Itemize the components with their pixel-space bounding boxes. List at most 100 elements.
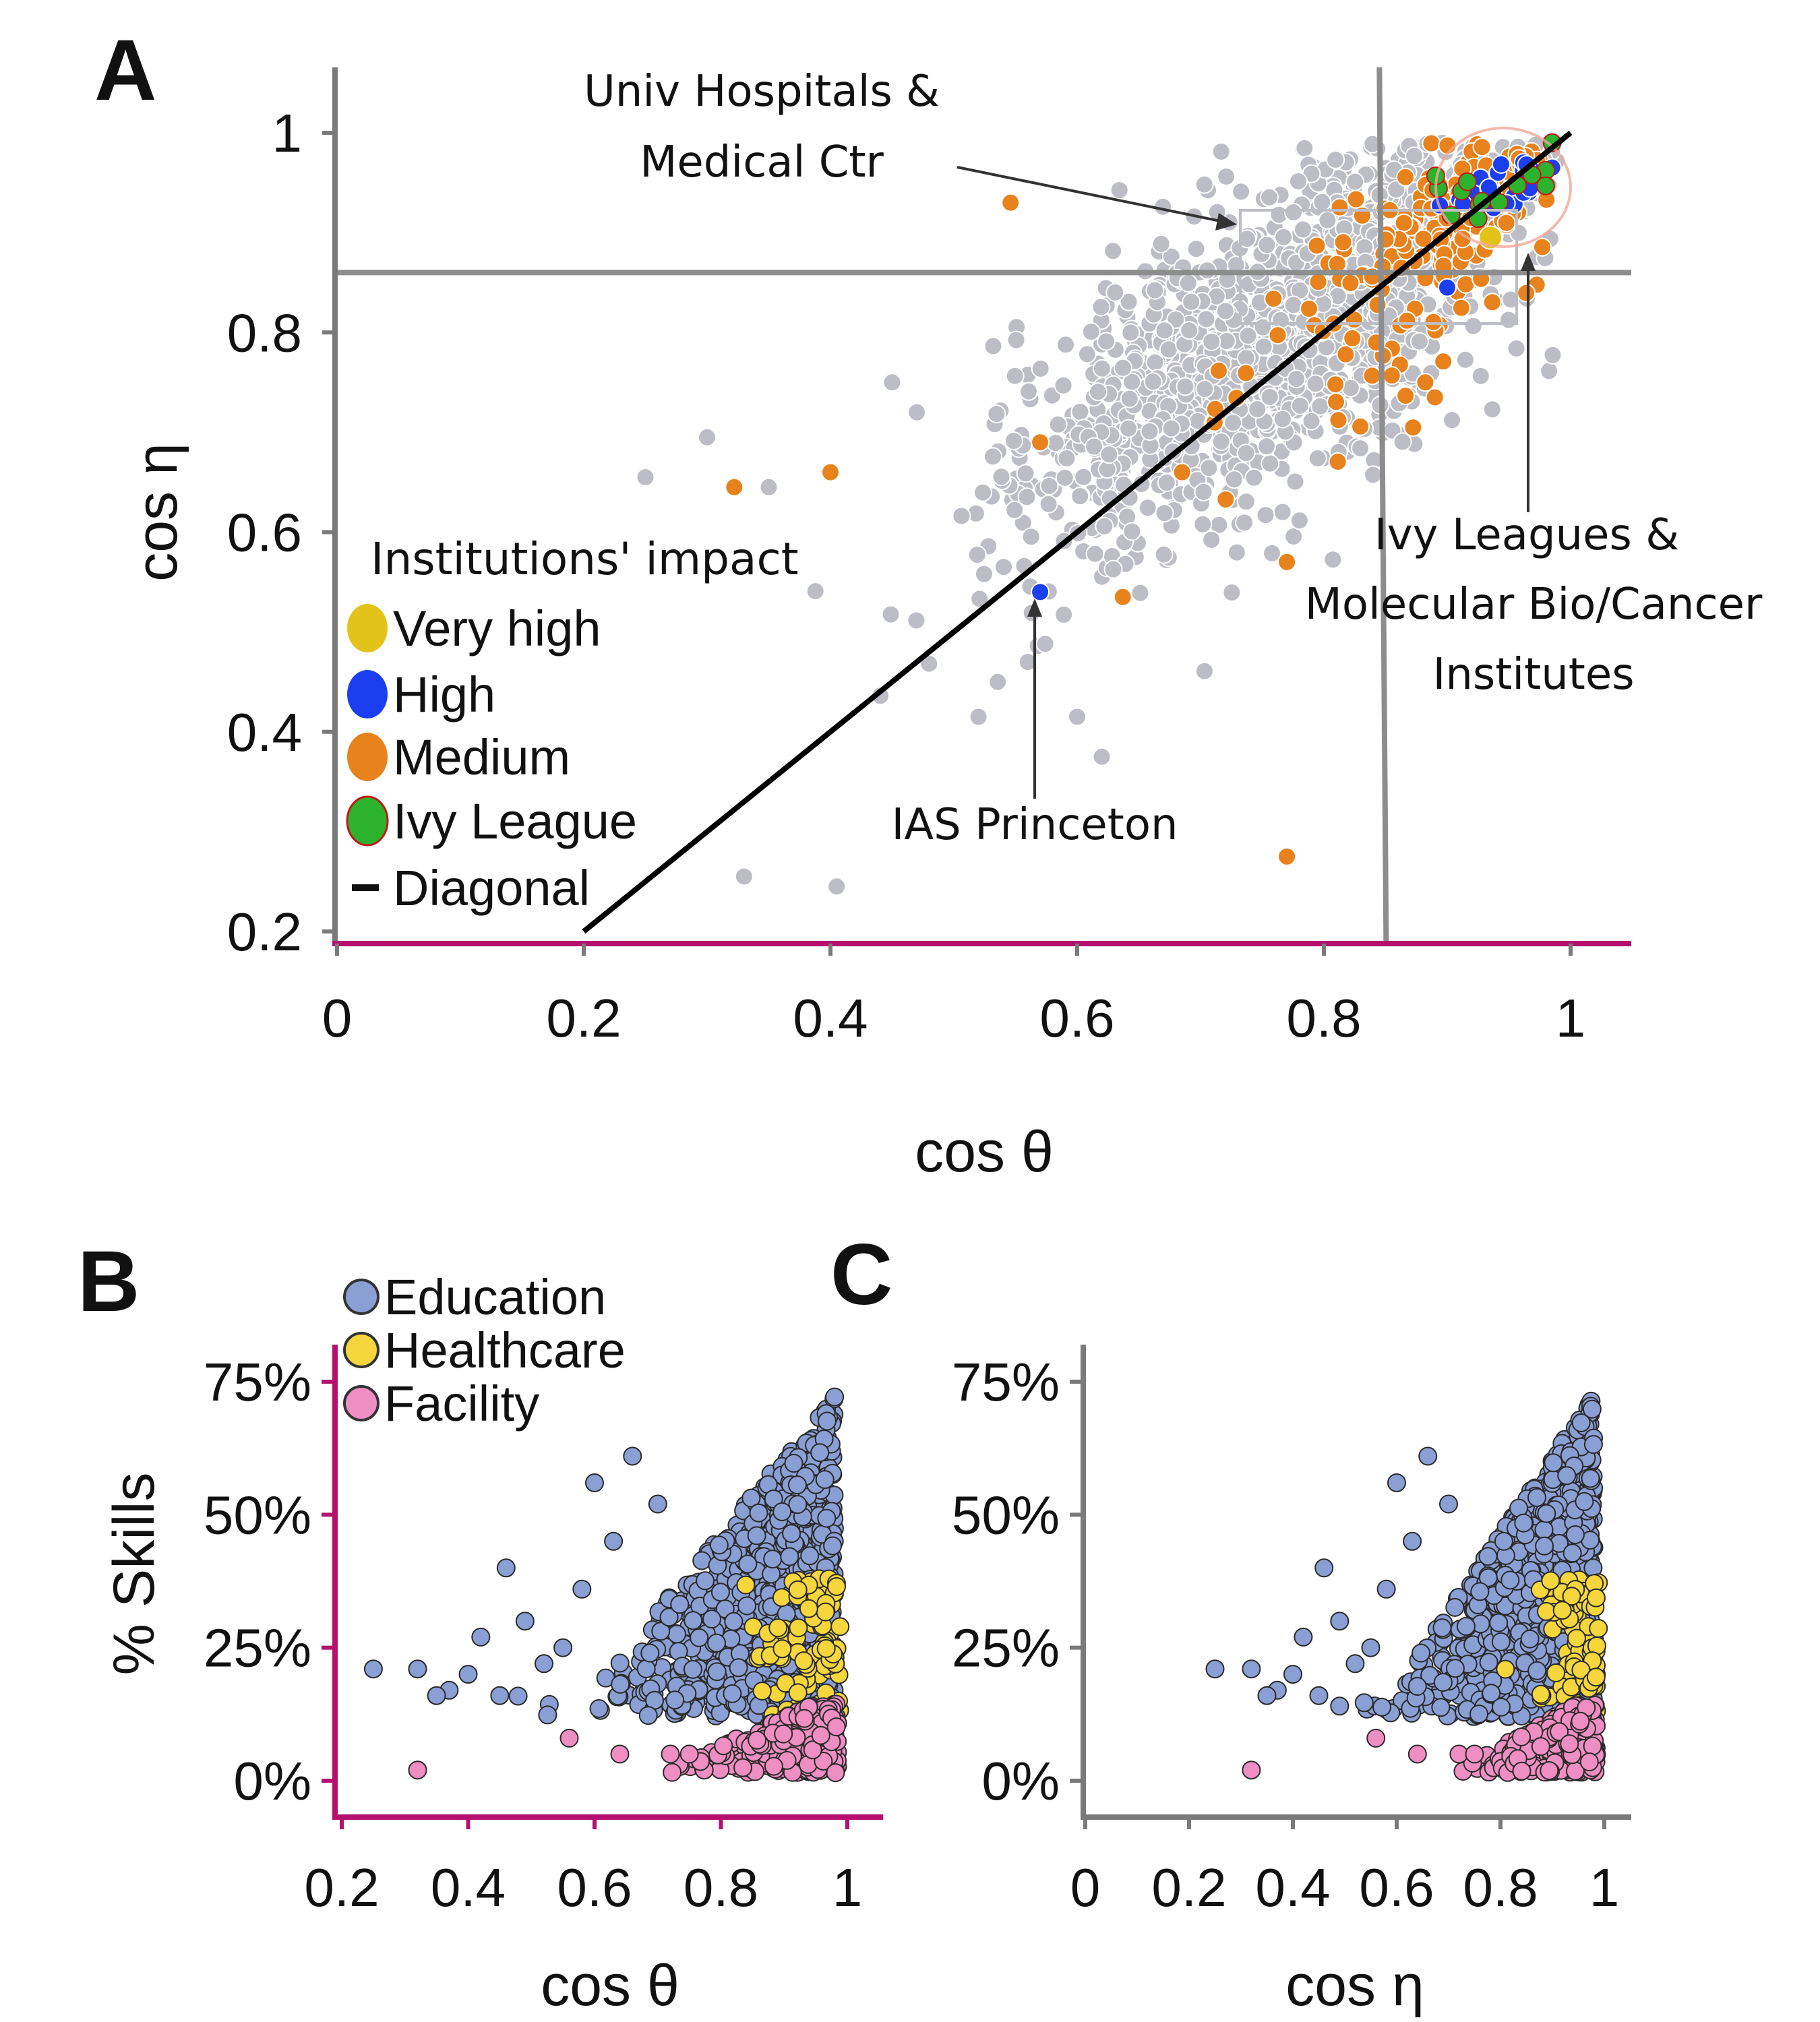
annotation-ivy-leagues-line-3: Institutes xyxy=(1432,650,1634,700)
point-education xyxy=(1470,1582,1490,1601)
point-other xyxy=(806,582,825,601)
point-education xyxy=(1527,1488,1546,1507)
point-other xyxy=(1143,372,1163,392)
point-education xyxy=(496,1558,516,1578)
point-healthcare xyxy=(1567,1628,1586,1648)
point-other xyxy=(1178,274,1198,293)
point-education xyxy=(1445,1597,1465,1617)
point-healthcare xyxy=(827,1577,846,1596)
point-other xyxy=(1194,661,1214,681)
point-other xyxy=(1236,492,1256,512)
point-other xyxy=(1326,150,1345,169)
point-medium xyxy=(1424,312,1443,332)
point-other xyxy=(1077,344,1097,364)
point-other xyxy=(1159,340,1178,359)
point-ivy-league xyxy=(1458,172,1477,191)
point-education xyxy=(535,1654,553,1674)
x-tick-label: 0.6 xyxy=(557,1858,632,1918)
point-other xyxy=(1092,747,1112,766)
point-education xyxy=(1418,1446,1438,1466)
point-other xyxy=(881,605,901,624)
point-medium xyxy=(1172,462,1192,482)
point-facility xyxy=(1512,1727,1531,1746)
point-medium xyxy=(1336,344,1356,364)
point-medium xyxy=(1397,311,1417,330)
point-other xyxy=(1499,310,1518,330)
x-tick-label: 1 xyxy=(832,1858,863,1918)
point-healthcare xyxy=(1537,1601,1556,1621)
point-facility xyxy=(826,1763,845,1783)
point-medium xyxy=(1396,167,1415,187)
point-education xyxy=(1479,1653,1498,1672)
point-other xyxy=(1120,389,1139,408)
point-other xyxy=(1482,400,1502,419)
point-education xyxy=(1563,1543,1582,1563)
point-education xyxy=(1445,1659,1465,1678)
point-facility xyxy=(1571,1711,1590,1731)
point-education xyxy=(782,1524,801,1543)
point-education xyxy=(1432,1618,1452,1638)
point-other xyxy=(1070,487,1090,506)
point-facility xyxy=(1579,1752,1599,1772)
point-other xyxy=(1238,326,1258,346)
point-healthcare xyxy=(794,1651,814,1671)
point-medium xyxy=(1496,213,1516,233)
point-education xyxy=(636,1659,656,1678)
point-other xyxy=(1166,310,1186,330)
point-education xyxy=(823,1536,843,1556)
y-tick-label: 50% xyxy=(204,1485,311,1545)
point-healthcare xyxy=(768,1618,788,1638)
point-education xyxy=(490,1686,510,1705)
point-education xyxy=(1205,1659,1225,1679)
point-other xyxy=(1194,175,1214,194)
point-other xyxy=(1302,411,1321,431)
point-other xyxy=(1211,432,1231,452)
point-education xyxy=(1557,1466,1577,1485)
point-healthcare xyxy=(799,1599,818,1618)
legend-title: Institutions' impact xyxy=(371,533,799,585)
point-medium xyxy=(1396,386,1416,406)
annotation-ivy-leagues-line-2: Molecular Bio/Cancer xyxy=(1305,580,1763,630)
panel-b-letter: B xyxy=(78,1233,140,1330)
point-other xyxy=(1151,234,1171,253)
point-other xyxy=(1085,544,1105,563)
point-facility xyxy=(1540,1761,1559,1780)
point-facility xyxy=(610,1744,630,1764)
point-education xyxy=(1314,1558,1334,1578)
annotation-univ-hospitals-line-1: Univ Hospitals & xyxy=(584,67,940,117)
point-other xyxy=(1273,502,1292,522)
point-healthcare xyxy=(1589,1619,1608,1638)
point-education xyxy=(788,1495,808,1514)
point-education xyxy=(1514,1513,1534,1533)
point-facility xyxy=(795,1709,814,1728)
point-other xyxy=(1039,477,1059,495)
point-other xyxy=(1085,437,1104,456)
point-education xyxy=(623,1446,642,1466)
point-other xyxy=(1224,470,1244,489)
point-facility xyxy=(1465,1744,1484,1764)
point-other xyxy=(1097,332,1116,351)
legend-label-ivy-league: Ivy League xyxy=(393,793,637,849)
point-other xyxy=(1095,516,1114,536)
point-medium xyxy=(1300,299,1318,318)
point-other xyxy=(1290,511,1309,530)
point-other xyxy=(1283,295,1303,315)
point-other xyxy=(1227,543,1246,562)
y-tick-label: 50% xyxy=(952,1485,1060,1545)
point-education xyxy=(684,1611,703,1630)
point-medium xyxy=(1362,366,1382,386)
point-other xyxy=(907,611,926,630)
point-education xyxy=(572,1579,592,1599)
point-other xyxy=(1155,503,1174,523)
point-education xyxy=(818,1411,837,1431)
point-other xyxy=(1455,350,1475,369)
point-other xyxy=(698,427,717,447)
point-other xyxy=(1283,203,1303,222)
point-education xyxy=(427,1686,446,1705)
point-other xyxy=(970,589,990,609)
point-facility xyxy=(811,1725,830,1745)
point-facility xyxy=(714,1736,733,1756)
y-tick-label: 0.8 xyxy=(227,303,302,363)
point-other xyxy=(882,373,902,392)
point-other xyxy=(1122,522,1142,541)
